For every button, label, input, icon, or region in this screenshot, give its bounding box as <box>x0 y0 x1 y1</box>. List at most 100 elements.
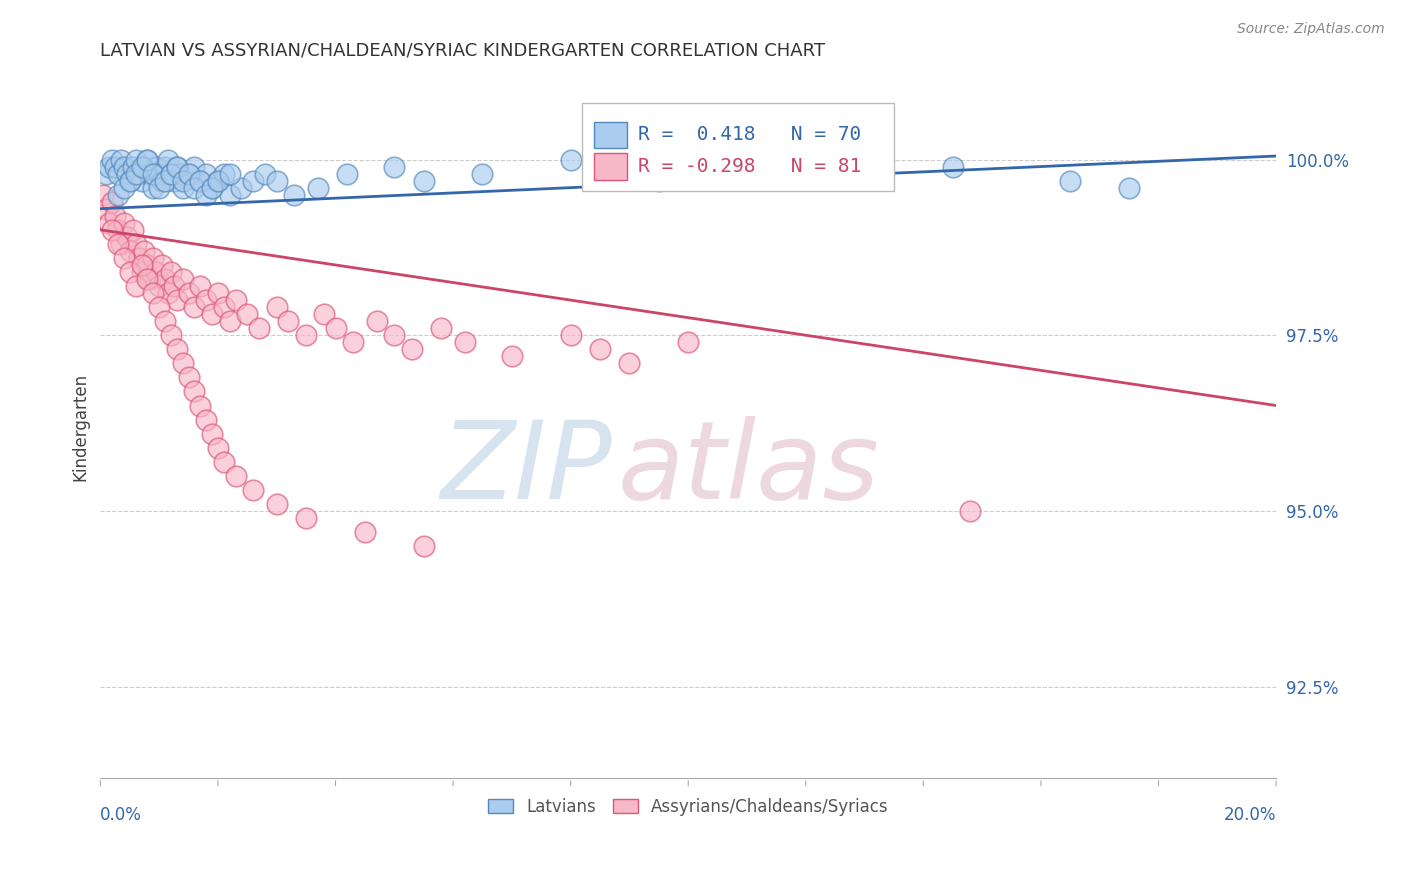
Point <box>107 167 129 181</box>
Point <box>98 216 121 230</box>
Point <box>96 167 118 181</box>
Point <box>136 153 159 167</box>
Point <box>124 279 146 293</box>
Point <box>136 272 159 286</box>
Point <box>153 160 176 174</box>
Text: Source: ZipAtlas.com: Source: ZipAtlas.com <box>1237 22 1385 37</box>
Point <box>131 173 153 187</box>
Point <box>166 160 188 174</box>
Y-axis label: Kindergarten: Kindergarten <box>72 373 89 481</box>
FancyBboxPatch shape <box>595 121 627 148</box>
Point <box>142 286 165 301</box>
Point <box>160 167 183 181</box>
Text: R = -0.298   N = 81: R = -0.298 N = 81 <box>638 157 860 176</box>
Point <box>560 328 582 343</box>
Point <box>225 293 247 307</box>
Point <box>183 160 205 174</box>
Point <box>128 167 150 181</box>
Point <box>1059 173 1081 187</box>
Point <box>115 167 138 181</box>
Point <box>354 524 377 539</box>
Point <box>207 441 229 455</box>
Point <box>412 539 434 553</box>
Point <box>148 167 170 181</box>
Point <box>218 187 240 202</box>
Point <box>177 167 200 181</box>
FancyBboxPatch shape <box>595 153 627 180</box>
Point <box>121 223 143 237</box>
Point <box>112 216 135 230</box>
Point <box>207 286 229 301</box>
Point <box>156 286 179 301</box>
Point <box>242 483 264 497</box>
Point <box>212 455 235 469</box>
Point <box>128 251 150 265</box>
Point <box>218 167 240 181</box>
Point <box>153 173 176 187</box>
Point <box>959 504 981 518</box>
Point <box>163 173 186 187</box>
Point <box>295 328 318 343</box>
Point <box>312 307 335 321</box>
Point <box>212 300 235 314</box>
Point <box>96 202 118 216</box>
Point <box>166 343 188 357</box>
Text: LATVIAN VS ASSYRIAN/CHALDEAN/SYRIAC KINDERGARTEN CORRELATION CHART: LATVIAN VS ASSYRIAN/CHALDEAN/SYRIAC KIND… <box>100 42 825 60</box>
Point <box>142 180 165 194</box>
Point <box>253 167 276 181</box>
Point <box>150 258 173 272</box>
Point <box>430 321 453 335</box>
Point <box>283 187 305 202</box>
Point <box>142 251 165 265</box>
Point <box>160 328 183 343</box>
Point <box>110 153 132 167</box>
Point <box>195 167 218 181</box>
Point <box>110 236 132 251</box>
Point <box>104 160 127 174</box>
Point <box>236 307 259 321</box>
Point <box>112 160 135 174</box>
Point <box>382 160 405 174</box>
Point <box>201 180 224 194</box>
Point <box>589 343 612 357</box>
Point <box>207 173 229 187</box>
Point <box>560 153 582 167</box>
Point <box>124 153 146 167</box>
Point <box>501 349 523 363</box>
Point <box>153 314 176 328</box>
Point <box>112 251 135 265</box>
Point <box>121 160 143 174</box>
Point <box>401 343 423 357</box>
Point <box>107 187 129 202</box>
Point <box>145 265 167 279</box>
Point <box>169 167 191 181</box>
Point <box>148 279 170 293</box>
FancyBboxPatch shape <box>582 103 894 191</box>
Point <box>172 356 194 370</box>
Point <box>342 335 364 350</box>
Point <box>160 167 183 181</box>
Point <box>295 511 318 525</box>
Point <box>112 180 135 194</box>
Point <box>412 173 434 187</box>
Point <box>183 300 205 314</box>
Point <box>131 258 153 272</box>
Point <box>115 230 138 244</box>
Point <box>118 265 141 279</box>
Legend: Latvians, Assyrians/Chaldeans/Syriacs: Latvians, Assyrians/Chaldeans/Syriacs <box>481 791 896 822</box>
Point <box>188 399 211 413</box>
Point <box>156 153 179 167</box>
Point <box>454 335 477 350</box>
Text: 20.0%: 20.0% <box>1223 806 1277 824</box>
Point <box>195 412 218 426</box>
Point <box>471 167 494 181</box>
Point <box>107 236 129 251</box>
Point <box>163 279 186 293</box>
Point <box>277 314 299 328</box>
Point <box>183 384 205 399</box>
Point <box>266 173 288 187</box>
Point <box>366 314 388 328</box>
Point <box>242 173 264 187</box>
Point <box>188 173 211 187</box>
Point <box>207 173 229 187</box>
